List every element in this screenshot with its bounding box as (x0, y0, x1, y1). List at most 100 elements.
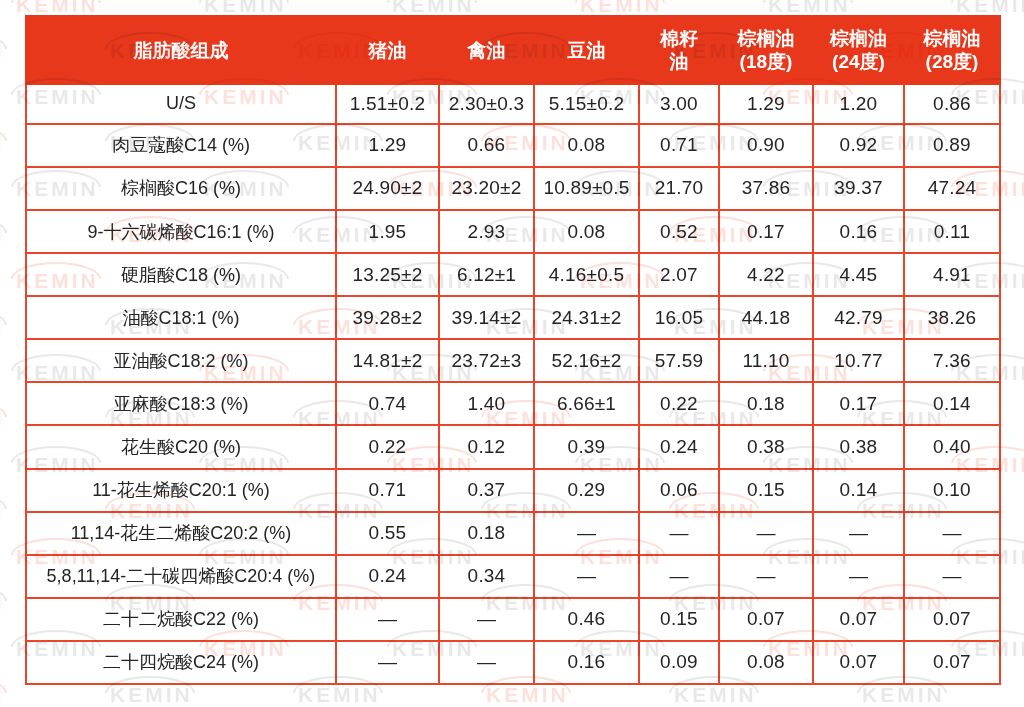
header-col-soybean-oil: 豆油 (534, 16, 639, 84)
table-row: 11,14-花生二烯酸C20:2 (%)0.550.18————— (26, 512, 1000, 555)
kemin-watermark: KEMIN (0, 408, 5, 429)
data-cell: 1.51±0.2 (336, 84, 439, 124)
data-cell: — (719, 555, 813, 598)
data-cell: 1.40 (439, 382, 534, 425)
data-cell: 1.29 (719, 84, 813, 124)
data-cell: 3.00 (639, 84, 719, 124)
kemin-watermark: KEMIN (0, 684, 5, 705)
kemin-watermark: KEMIN (486, 684, 569, 705)
header-col-palm-oil-28: 棕榈油 (28度) (904, 16, 1000, 84)
data-cell: — (904, 555, 1000, 598)
data-cell: 2.07 (639, 253, 719, 296)
data-cell: — (813, 555, 904, 598)
data-cell: 6.66±1 (534, 382, 639, 425)
data-cell: 4.22 (719, 253, 813, 296)
row-label: 5,8,11,14-二十碳四烯酸C20:4 (%) (26, 555, 336, 598)
header-line: 豆油 (537, 39, 636, 62)
kemin-watermark: KEMIN (0, 500, 5, 521)
data-cell: 1.20 (813, 84, 904, 124)
data-cell: 0.18 (719, 382, 813, 425)
kemin-watermark: KEMIN (0, 592, 5, 613)
header-line: 棕榈油 (722, 27, 810, 50)
data-cell: 57.59 (639, 339, 719, 382)
data-cell: — (639, 512, 719, 555)
page: 脂肪酸组成 猪油 禽油 豆油 棉籽 油 (0, 0, 1024, 707)
data-cell: 21.70 (639, 167, 719, 210)
header-col-poultry-fat: 禽油 (439, 16, 534, 84)
kemin-watermark: KEMIN (0, 316, 5, 337)
table-row: 亚麻酸C18:3 (%)0.741.406.66±10.220.180.170.… (26, 382, 1000, 425)
data-cell: 4.45 (813, 253, 904, 296)
data-cell: 0.07 (813, 641, 904, 684)
header-col-palm-oil-18: 棕榈油 (18度) (719, 16, 813, 84)
data-cell: 0.07 (719, 598, 813, 641)
data-cell: — (534, 512, 639, 555)
data-cell: 0.17 (813, 382, 904, 425)
data-cell: 13.25±2 (336, 253, 439, 296)
data-cell: 0.38 (719, 425, 813, 468)
data-cell: — (719, 512, 813, 555)
data-cell: 10.77 (813, 339, 904, 382)
row-label: 11-花生烯酸C20:1 (%) (26, 469, 336, 512)
data-cell: 0.15 (719, 469, 813, 512)
kemin-watermark: KEMIN (0, 132, 5, 153)
table-row: 二十二烷酸C22 (%)——0.460.150.070.070.07 (26, 598, 1000, 641)
data-cell: 52.16±2 (534, 339, 639, 382)
header-row: 脂肪酸组成 猪油 禽油 豆油 棉籽 油 (26, 16, 1000, 84)
header-line: (18度) (722, 50, 810, 73)
kemin-watermark: KEMIN (204, 0, 287, 15)
row-label: 11,14-花生二烯酸C20:2 (%) (26, 512, 336, 555)
data-cell: 2.93 (439, 210, 534, 253)
data-cell: — (439, 641, 534, 684)
data-cell: 0.71 (639, 124, 719, 167)
data-cell: 4.91 (904, 253, 1000, 296)
kemin-watermark: KEMIN (862, 684, 945, 705)
data-cell: 0.14 (904, 382, 1000, 425)
row-label: 亚油酸C18:2 (%) (26, 339, 336, 382)
data-cell: — (534, 555, 639, 598)
data-cell: 0.34 (439, 555, 534, 598)
header-line: 棉籽 (642, 27, 716, 50)
data-cell: — (904, 512, 1000, 555)
data-cell: 0.71 (336, 469, 439, 512)
data-cell: 6.12±1 (439, 253, 534, 296)
data-cell: 0.90 (719, 124, 813, 167)
data-cell: — (439, 598, 534, 641)
data-cell: 39.37 (813, 167, 904, 210)
data-cell: 24.90±2 (336, 167, 439, 210)
header-col-cottonseed-oil: 棉籽 油 (639, 16, 719, 84)
row-label: 9-十六碳烯酸C16:1 (%) (26, 210, 336, 253)
table-row: 9-十六碳烯酸C16:1 (%)1.952.930.080.520.170.16… (26, 210, 1000, 253)
data-cell: 0.66 (439, 124, 534, 167)
data-cell: 23.20±2 (439, 167, 534, 210)
table-row: 肉豆蔻酸C14 (%)1.290.660.080.710.900.920.89 (26, 124, 1000, 167)
data-cell: 0.37 (439, 469, 534, 512)
data-cell: 0.89 (904, 124, 1000, 167)
data-cell: 0.22 (639, 382, 719, 425)
row-label: 油酸C18:1 (%) (26, 296, 336, 339)
data-cell: 0.08 (719, 641, 813, 684)
data-cell: 0.74 (336, 382, 439, 425)
data-cell: 0.09 (639, 641, 719, 684)
row-label: 花生酸C20 (%) (26, 425, 336, 468)
data-cell: 4.16±0.5 (534, 253, 639, 296)
row-label: 二十四烷酸C24 (%) (26, 641, 336, 684)
data-cell: 0.22 (336, 425, 439, 468)
data-cell: 0.29 (534, 469, 639, 512)
data-cell: 0.11 (904, 210, 1000, 253)
table-row: 硬脂酸C18 (%)13.25±26.12±14.16±0.52.074.224… (26, 253, 1000, 296)
data-cell: 0.08 (534, 210, 639, 253)
data-cell: 0.14 (813, 469, 904, 512)
header-col-palm-oil-24: 棕榈油 (24度) (813, 16, 904, 84)
data-cell: 0.07 (813, 598, 904, 641)
header-line: 脂肪酸组成 (29, 39, 333, 62)
table-row: 5,8,11,14-二十碳四烯酸C20:4 (%)0.240.34————— (26, 555, 1000, 598)
data-cell: 0.24 (336, 555, 439, 598)
table-row: 棕榈酸C16 (%)24.90±223.20±210.89±0.521.7037… (26, 167, 1000, 210)
data-cell: 0.52 (639, 210, 719, 253)
row-label: 硬脂酸C18 (%) (26, 253, 336, 296)
data-cell: — (639, 555, 719, 598)
data-cell: 0.39 (534, 425, 639, 468)
header-line: 油 (642, 50, 716, 73)
table-row: 二十四烷酸C24 (%)——0.160.090.080.070.07 (26, 641, 1000, 684)
